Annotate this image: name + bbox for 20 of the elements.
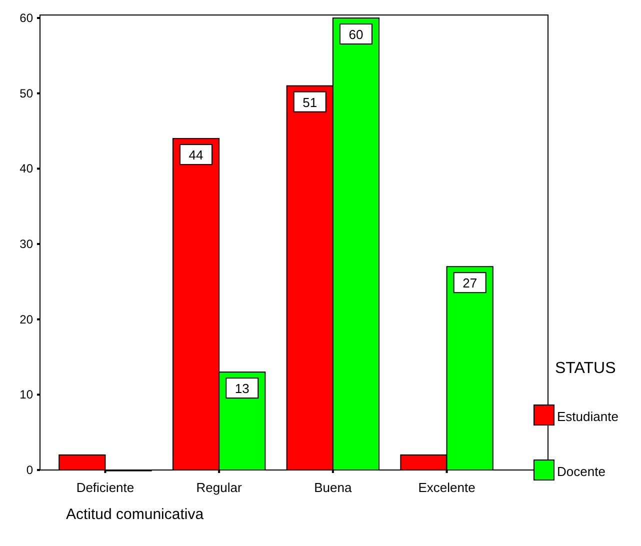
y-tick-label: 60: [20, 11, 34, 25]
y-tick-label: 20: [20, 312, 34, 326]
legend-title: STATUS: [555, 360, 616, 377]
y-tick-label: 10: [20, 388, 34, 402]
data-label: 13: [234, 381, 250, 396]
y-tick-label: 0: [26, 463, 34, 477]
data-label: 44: [188, 148, 204, 163]
y-tick-label: 30: [20, 237, 34, 251]
y-tick-label: 40: [20, 162, 34, 176]
x-tick-label: Excelente: [418, 480, 476, 495]
x-tick-label: Buena: [314, 480, 352, 495]
legend-label: Docente: [557, 464, 606, 479]
data-label: 51: [302, 94, 318, 110]
data-label: 27: [462, 276, 478, 291]
y-tick-label: 50: [20, 86, 34, 100]
data-label: 60: [348, 27, 364, 42]
x-axis-title: Actitud comunicativa: [66, 506, 204, 523]
legend-label: Estudiante: [557, 409, 618, 424]
x-tick-label: Deficiente: [76, 480, 134, 495]
x-tick-label: Regular: [196, 480, 243, 495]
